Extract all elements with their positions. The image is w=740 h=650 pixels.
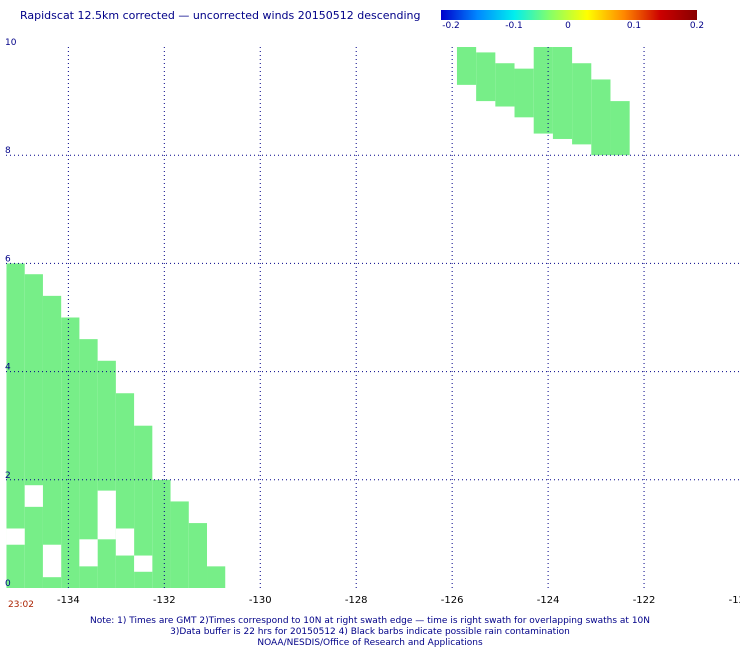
wind-cell-north-swath <box>495 63 515 107</box>
x-tick-label: -130 <box>249 595 272 606</box>
wind-cell-north-swath <box>552 47 573 139</box>
wind-cell-southwest-swath <box>61 317 80 588</box>
y-tick-label: 2 <box>5 471 11 481</box>
wind-cell-southwest-swath <box>42 295 62 588</box>
wind-cell-southwest-swath <box>24 274 43 588</box>
y-tick-label: 10 <box>5 38 17 48</box>
chart-title: Rapidscat 12.5km corrected — uncorrected… <box>20 9 421 22</box>
y-tick-label: 0 <box>5 579 11 589</box>
axis-labels: 0 2 4 6 8 10 -134 -132 -130 -128 -126 -124 -122 -120 <box>5 38 740 606</box>
wind-cell-north-swath <box>514 68 534 118</box>
data-gap <box>24 485 43 507</box>
note-line: Note: 1) Times are GMT 2)Times correspon… <box>89 616 651 626</box>
wind-cell-north-swath <box>476 52 496 102</box>
wind-cell-southwest-swath <box>134 425 153 588</box>
y-tick-label: 8 <box>5 146 11 156</box>
wind-cell-southwest-swath <box>152 479 171 588</box>
note-line: NOAA/NESDIS/Office of Research and Appli… <box>257 638 483 648</box>
wind-cell-southwest-swath <box>188 523 208 588</box>
data-gap <box>42 544 62 578</box>
wind-cell-north-swath <box>572 63 592 145</box>
wind-cell-southwest-swath <box>97 360 116 588</box>
y-tick-label: 4 <box>5 363 11 373</box>
colorbar-tick-label: 0 <box>565 21 571 31</box>
wind-cell-southwest-swath <box>6 263 25 588</box>
x-tick-label: -122 <box>633 595 656 606</box>
wind-cell-north-swath <box>456 47 477 85</box>
x-tick-label: -128 <box>345 595 368 606</box>
wind-cell-southwest-swath <box>170 501 189 588</box>
colorbar-tick-labels: -0.2 -0.1 0 0.1 0.2 <box>0 0 740 40</box>
data-gap <box>115 528 135 556</box>
data-gap <box>97 490 116 540</box>
wind-cell-north-swath <box>610 101 630 156</box>
wind-cell-north-swath <box>591 79 611 156</box>
swath-time-label: 23:02 <box>8 600 34 610</box>
wind-cells <box>6 47 630 588</box>
x-tick-label: -126 <box>441 595 464 606</box>
data-gap <box>6 528 25 545</box>
colorbar-tick-label: -0.2 <box>442 21 460 31</box>
colorbar-tick-label: -0.1 <box>505 21 523 31</box>
x-tick-label: -132 <box>153 595 176 606</box>
note-line: 3)Data buffer is 22 hrs for 20150512 4) … <box>170 627 570 637</box>
wind-cell-north-swath <box>533 47 553 134</box>
colorbar-tick-label: 0.2 <box>689 21 705 31</box>
notes-block: Note: 1) Times are GMT 2)Times correspon… <box>0 616 740 649</box>
colorbar-tick-label: 0.1 <box>626 21 642 31</box>
colorbar <box>441 10 697 20</box>
wind-cell-southwest-swath <box>115 393 135 588</box>
data-gap <box>79 539 98 567</box>
wind-cell-southwest-swath <box>207 566 226 588</box>
wind-cell-southwest-swath <box>79 339 98 588</box>
x-tick-label: -134 <box>57 595 80 606</box>
x-tick-label: -124 <box>537 595 560 606</box>
y-tick-label: 6 <box>5 254 11 264</box>
data-gap <box>134 555 153 572</box>
x-tick-label: -120 <box>729 595 740 606</box>
